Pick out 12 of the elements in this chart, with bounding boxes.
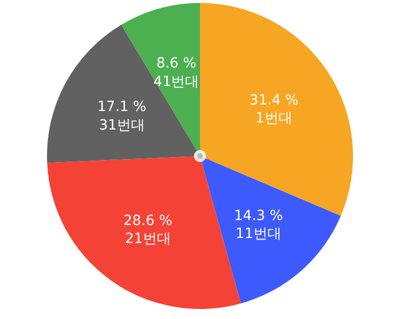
pie-slice: [47, 24, 200, 163]
slice-label: 1번대: [256, 110, 292, 126]
slice-label: 21번대: [124, 231, 171, 248]
data-label: 14.3 %: [234, 208, 283, 224]
slice-label: 41번대: [153, 74, 200, 90]
pie-slice: [200, 156, 341, 304]
data-label: 8.6 %: [156, 56, 196, 72]
slice-label: 31번대: [98, 117, 145, 134]
slice-label: 11번대: [236, 226, 282, 242]
data-label: 31.4 %: [250, 92, 298, 108]
data-label: 17.1 %: [97, 99, 146, 116]
data-label: 28.6 %: [123, 212, 172, 229]
